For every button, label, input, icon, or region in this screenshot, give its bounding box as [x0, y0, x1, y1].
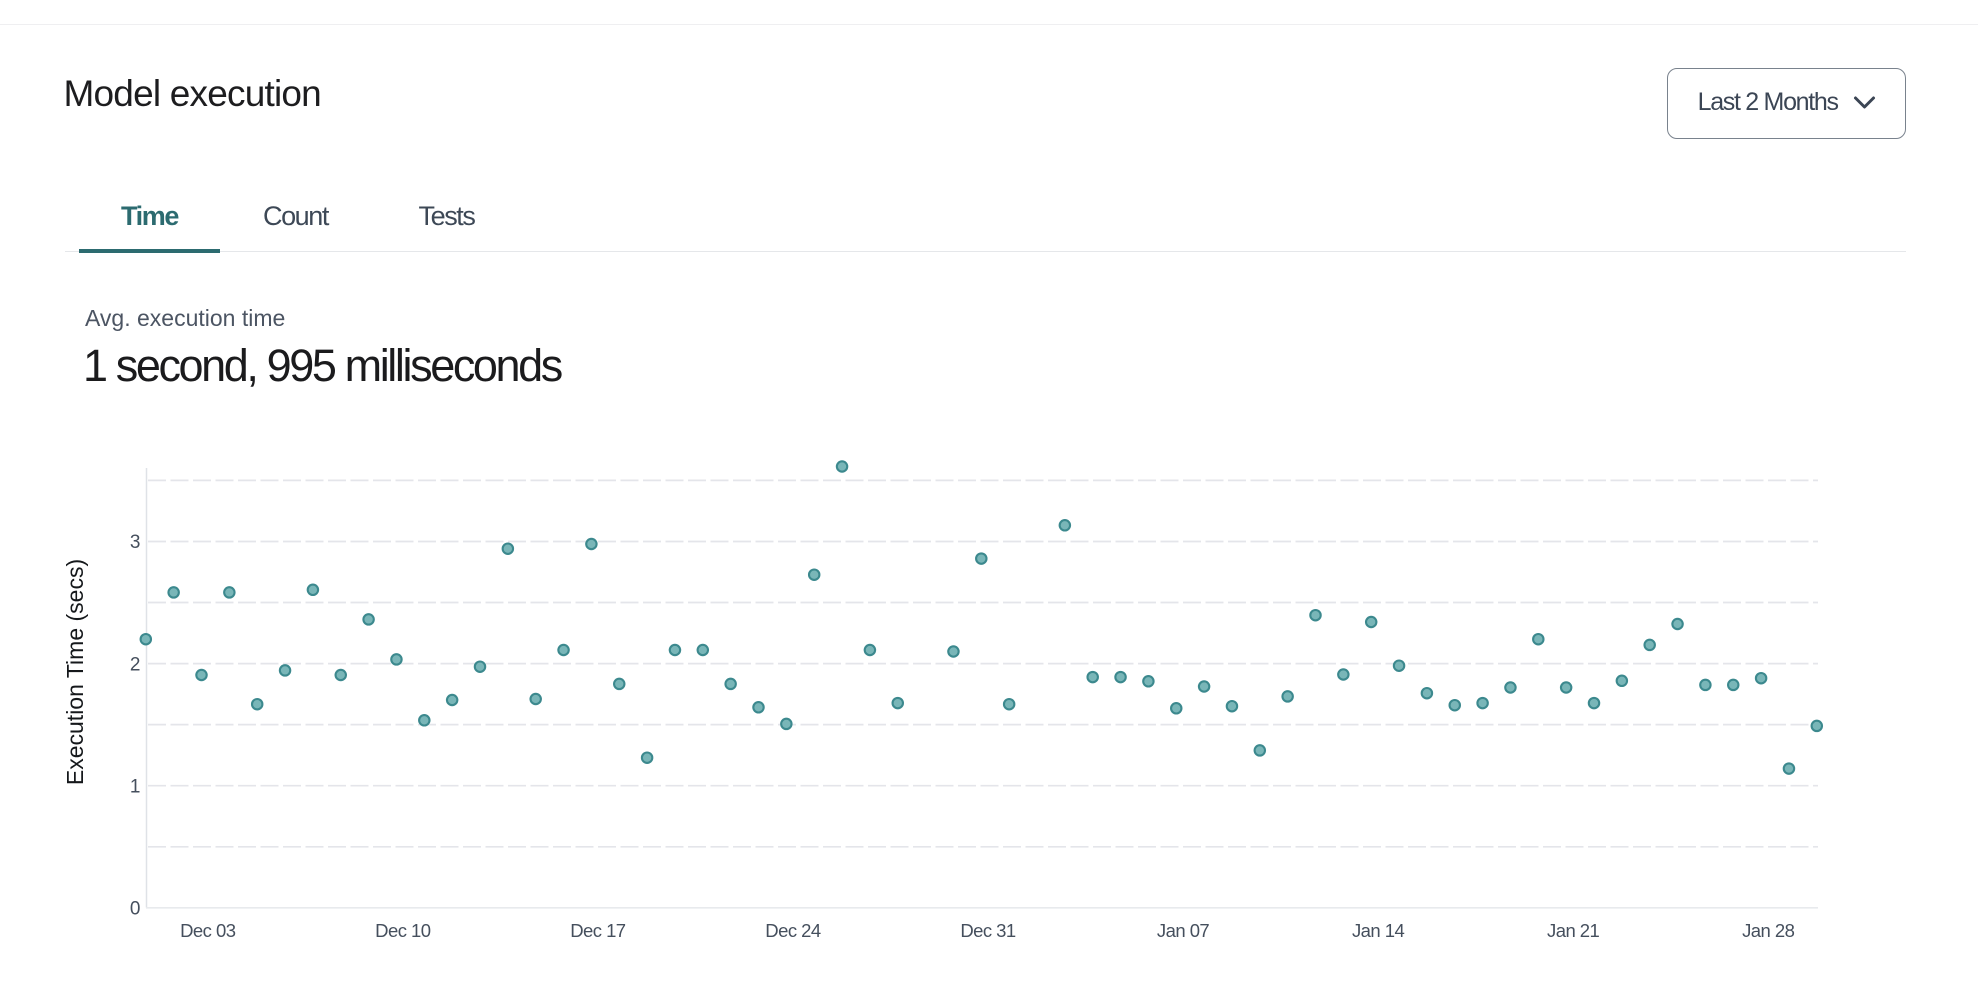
svg-text:Dec 24: Dec 24 — [765, 920, 821, 941]
svg-text:Jan 21: Jan 21 — [1547, 920, 1600, 941]
svg-text:Dec 17: Dec 17 — [570, 920, 626, 941]
svg-text:3: 3 — [130, 532, 141, 553]
svg-text:2: 2 — [130, 654, 141, 675]
svg-text:Jan 07: Jan 07 — [1157, 920, 1210, 941]
svg-text:0: 0 — [130, 899, 141, 920]
svg-text:Jan 14: Jan 14 — [1352, 920, 1405, 941]
svg-text:Dec 03: Dec 03 — [180, 920, 236, 941]
svg-text:Dec 31: Dec 31 — [960, 920, 1016, 941]
svg-text:Jan 28: Jan 28 — [1742, 920, 1795, 941]
svg-text:Execution Time (secs): Execution Time (secs) — [62, 559, 88, 785]
svg-text:Dec 10: Dec 10 — [375, 920, 431, 941]
svg-text:1: 1 — [130, 776, 141, 797]
